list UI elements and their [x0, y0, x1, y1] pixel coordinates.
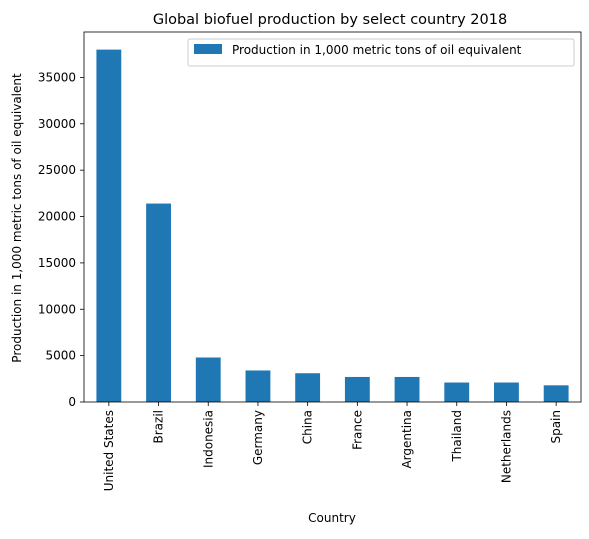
y-tick-label: 5000 — [45, 349, 76, 363]
bar — [344, 376, 370, 402]
bar — [245, 370, 271, 402]
y-tick-label: 0 — [68, 395, 76, 409]
legend-swatch — [194, 44, 222, 54]
bar — [543, 385, 569, 402]
x-tick-label: Germany — [251, 410, 265, 465]
x-tick-label: China — [301, 410, 315, 444]
x-tick-label: France — [350, 410, 364, 450]
chart-title: Global biofuel production by select coun… — [153, 12, 507, 28]
y-axis-label: Production in 1,000 metric tons of oil e… — [10, 73, 24, 363]
x-tick-label: Thailand — [450, 410, 464, 463]
legend: Production in 1,000 metric tons of oil e… — [187, 38, 575, 67]
y-tick-label: 15000 — [38, 256, 76, 270]
bar — [146, 203, 171, 402]
bar — [444, 382, 470, 402]
bar — [96, 49, 122, 403]
y-tick-label: 20000 — [38, 210, 76, 224]
legend-frame — [187, 38, 575, 67]
plot-frame — [83, 31, 582, 403]
bars-group — [96, 49, 569, 403]
y-tick-label: 30000 — [38, 117, 76, 131]
legend-label: Production in 1,000 metric tons of oil e… — [232, 43, 522, 57]
bar — [295, 373, 321, 402]
bar — [494, 382, 519, 402]
y-tick-label: 25000 — [38, 163, 76, 177]
x-tick-label: Indonesia — [201, 410, 215, 468]
y-tick-label: 35000 — [38, 70, 76, 84]
y-tick-label: 10000 — [38, 302, 76, 316]
x-axis: United States Brazil Indonesia Germany China… — [102, 402, 563, 491]
x-tick-label: Brazil — [152, 410, 166, 444]
y-axis: 0 5000 10000 15000 20000 25000 30000 35000 — [38, 70, 84, 409]
x-tick-label: United States — [102, 410, 116, 491]
bar — [195, 357, 221, 402]
x-axis-label: Country — [308, 511, 356, 525]
bar — [394, 376, 420, 402]
x-tick-label: Spain — [549, 410, 563, 444]
x-tick-label: Netherlands — [499, 410, 513, 483]
x-tick-label: Argentina — [400, 410, 414, 469]
